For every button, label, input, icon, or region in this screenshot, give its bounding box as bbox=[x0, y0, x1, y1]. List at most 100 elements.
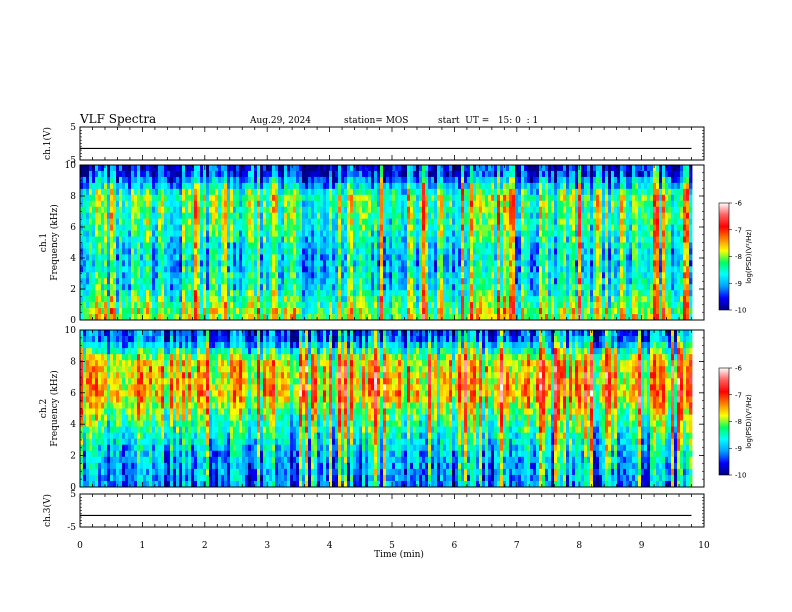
spectrogram-cell bbox=[368, 254, 372, 261]
spectrogram-cell bbox=[83, 212, 87, 220]
spectrogram-cell bbox=[530, 200, 534, 208]
spectrogram-cell bbox=[191, 284, 195, 291]
spectrogram-cell bbox=[524, 266, 528, 273]
spectrogram-cell bbox=[176, 194, 180, 202]
spectrogram-cell bbox=[179, 284, 183, 291]
spectrogram-cell bbox=[338, 314, 342, 320]
spectrogram-cell bbox=[482, 206, 486, 214]
spectrogram-cell bbox=[335, 194, 339, 202]
spectrogram-cell bbox=[419, 248, 423, 255]
spectrogram-cell bbox=[605, 260, 609, 267]
spectrogram-cell bbox=[83, 248, 87, 255]
spectrogram-cell bbox=[464, 165, 468, 172]
spectrogram-cell bbox=[413, 296, 417, 303]
spectrogram-cell bbox=[281, 170, 285, 178]
spectrogram-cell bbox=[299, 266, 303, 273]
spectrogram-cell bbox=[242, 248, 246, 255]
spectrogram-cell bbox=[158, 170, 162, 178]
spectrogram-cell bbox=[323, 236, 327, 243]
spectrogram-cell bbox=[536, 188, 540, 196]
spectrogram-cell bbox=[128, 212, 132, 220]
spectrogram-cell bbox=[218, 278, 222, 285]
spectrogram-cell bbox=[311, 188, 315, 196]
spectrogram-cell bbox=[284, 182, 288, 190]
spectrogram-cell bbox=[170, 200, 174, 208]
spectrogram-cell bbox=[119, 224, 123, 231]
spectrogram-cell bbox=[134, 230, 138, 237]
spectrogram-cell bbox=[86, 272, 90, 279]
spectrogram-cell bbox=[461, 242, 465, 249]
spectrogram-cell bbox=[575, 230, 579, 237]
spectrogram-cell bbox=[632, 308, 636, 315]
spectrogram-cell bbox=[239, 296, 243, 303]
spectrogram-cell bbox=[542, 308, 546, 315]
spectrogram-cell bbox=[620, 278, 624, 285]
spectrogram-cell bbox=[404, 188, 408, 196]
spectrogram-cell bbox=[566, 290, 570, 297]
spectrogram-cell bbox=[101, 176, 105, 184]
spectrogram-cell bbox=[605, 176, 609, 184]
spectrogram-cell bbox=[473, 266, 477, 273]
spectrogram-cell bbox=[278, 218, 282, 226]
spectrogram-cell bbox=[152, 308, 156, 315]
spectrogram-cell bbox=[215, 182, 219, 190]
spectrogram-cell bbox=[614, 218, 618, 226]
spectrogram-cell bbox=[455, 200, 459, 208]
spectrogram-cell bbox=[440, 224, 444, 231]
spectrogram-cell bbox=[149, 218, 153, 226]
spectrogram-cell bbox=[206, 290, 210, 297]
spectrogram-cell bbox=[440, 230, 444, 237]
spectrogram-cell bbox=[329, 302, 333, 309]
spectrogram-cell bbox=[161, 314, 165, 320]
spectrogram-cell bbox=[638, 188, 642, 196]
spectrogram-cell bbox=[515, 272, 519, 279]
spectrogram-cell bbox=[494, 302, 498, 309]
spectrogram-cell bbox=[365, 206, 369, 214]
spectrogram-cell bbox=[200, 314, 204, 320]
spectrogram-cell bbox=[179, 308, 183, 315]
spectrogram-cell bbox=[551, 230, 555, 237]
spectrogram-cell bbox=[134, 248, 138, 255]
spectrogram-cell bbox=[590, 296, 594, 303]
spectrogram-cell bbox=[386, 236, 390, 243]
spectrogram-cell bbox=[206, 212, 210, 220]
spectrogram-cell bbox=[413, 182, 417, 190]
spectrogram-cell bbox=[80, 212, 84, 220]
spectrogram-cell bbox=[164, 182, 168, 190]
spectrogram-cell bbox=[494, 254, 498, 261]
spectrogram-cell bbox=[575, 212, 579, 220]
spectrogram-cell bbox=[476, 266, 480, 273]
spectrogram-cell bbox=[557, 308, 561, 315]
spectrogram-cell bbox=[500, 284, 504, 291]
spectrogram-cell bbox=[485, 284, 489, 291]
spectrogram-cell bbox=[572, 200, 576, 208]
spectrogram-cell bbox=[557, 194, 561, 202]
spectrogram-cell bbox=[257, 218, 261, 226]
spectrogram-cell bbox=[233, 272, 237, 279]
spectrogram-cell bbox=[95, 218, 99, 226]
spectrogram-cell bbox=[476, 302, 480, 309]
spectrogram-cell bbox=[539, 182, 543, 190]
spectrogram-cell bbox=[605, 296, 609, 303]
spectrogram-cell bbox=[302, 254, 306, 261]
spectrogram-cell bbox=[386, 266, 390, 273]
spectrogram-cell bbox=[248, 212, 252, 220]
spectrogram-cell bbox=[197, 224, 201, 231]
spectrogram-cell bbox=[449, 290, 453, 297]
spectrogram-cell bbox=[149, 242, 153, 249]
spectrogram-cell bbox=[110, 308, 114, 315]
spectrogram-cell bbox=[296, 182, 300, 190]
spectrogram-cell bbox=[257, 308, 261, 315]
spectrogram-cell bbox=[617, 242, 621, 249]
spectrogram-cell bbox=[476, 170, 480, 178]
spectrogram-cell bbox=[116, 206, 120, 214]
spectrogram-cell bbox=[83, 278, 87, 285]
spectrogram-cell bbox=[191, 176, 195, 184]
spectrogram-cell bbox=[269, 194, 273, 202]
spectrogram-cell bbox=[359, 236, 363, 243]
spectrogram-cell bbox=[227, 200, 231, 208]
spectrogram-cell bbox=[605, 170, 609, 178]
spectrogram-cell bbox=[275, 260, 279, 267]
spectrogram-cell bbox=[584, 165, 588, 172]
spectrogram-cell bbox=[305, 176, 309, 184]
